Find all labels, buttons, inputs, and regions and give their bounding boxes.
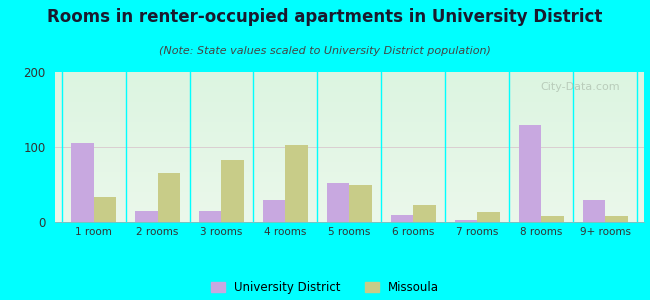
Text: City-Data.com: City-Data.com (540, 82, 620, 92)
Bar (285, 145, 308, 222)
Bar (94, 197, 116, 222)
Bar (199, 211, 222, 222)
Legend: University District, Missoula: University District, Missoula (211, 281, 439, 294)
Bar (413, 205, 436, 222)
Bar (583, 200, 605, 222)
Bar (72, 143, 94, 222)
Text: (Note: State values scaled to University District population): (Note: State values scaled to University… (159, 46, 491, 56)
Bar (519, 124, 541, 222)
Text: Rooms in renter-occupied apartments in University District: Rooms in renter-occupied apartments in U… (47, 8, 603, 26)
Bar (157, 173, 180, 222)
Bar (605, 216, 627, 222)
Bar (391, 214, 413, 222)
Bar (222, 160, 244, 222)
Bar (327, 183, 350, 222)
Bar (455, 220, 477, 222)
Bar (477, 212, 500, 222)
Bar (541, 216, 564, 222)
Bar (135, 211, 157, 222)
Bar (350, 184, 372, 222)
Bar (263, 200, 285, 222)
